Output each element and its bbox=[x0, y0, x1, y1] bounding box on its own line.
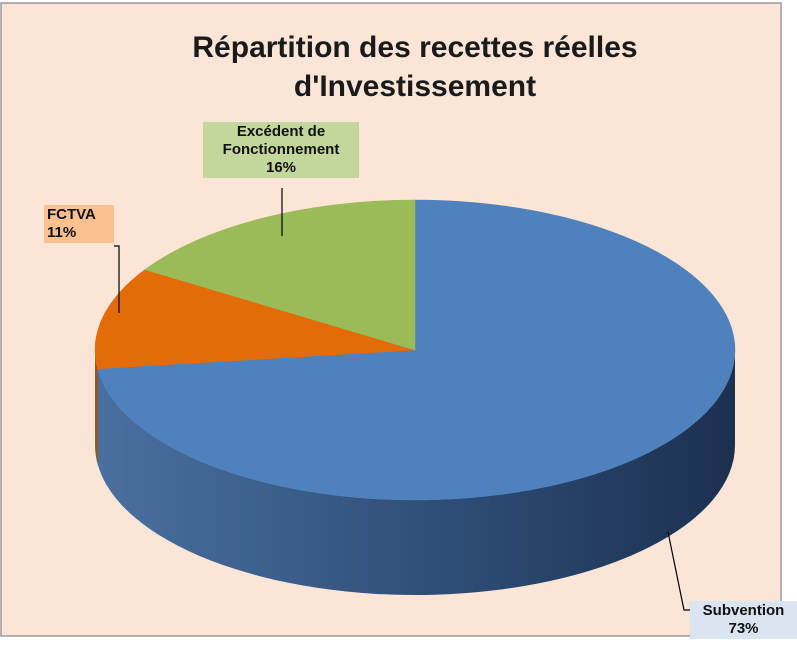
slice bbox=[97, 199, 736, 501]
data-label: FCTVA 11% bbox=[44, 205, 114, 243]
label-name: FCTVA bbox=[47, 206, 96, 223]
label-name: Excédent de Fonctionnement bbox=[222, 123, 340, 158]
slice bbox=[94, 269, 416, 370]
label-value: 11% bbox=[47, 224, 77, 241]
label-name: Subvention bbox=[702, 602, 785, 619]
label-value: 73% bbox=[728, 620, 759, 637]
data-label: Excédent de Fonctionnement 16% bbox=[203, 122, 359, 178]
data-label: Subvention 73% bbox=[690, 601, 797, 639]
slice bbox=[144, 199, 416, 351]
chart-title: Répartition des recettes réelles d'Inves… bbox=[192, 31, 638, 103]
leader-line bbox=[667, 531, 690, 611]
pie bbox=[94, 199, 736, 595]
slice-side bbox=[95, 350, 98, 464]
leader-line bbox=[114, 245, 120, 313]
slice-side bbox=[97, 350, 735, 595]
label-value: 16% bbox=[265, 159, 297, 176]
leader-lines bbox=[114, 188, 690, 611]
